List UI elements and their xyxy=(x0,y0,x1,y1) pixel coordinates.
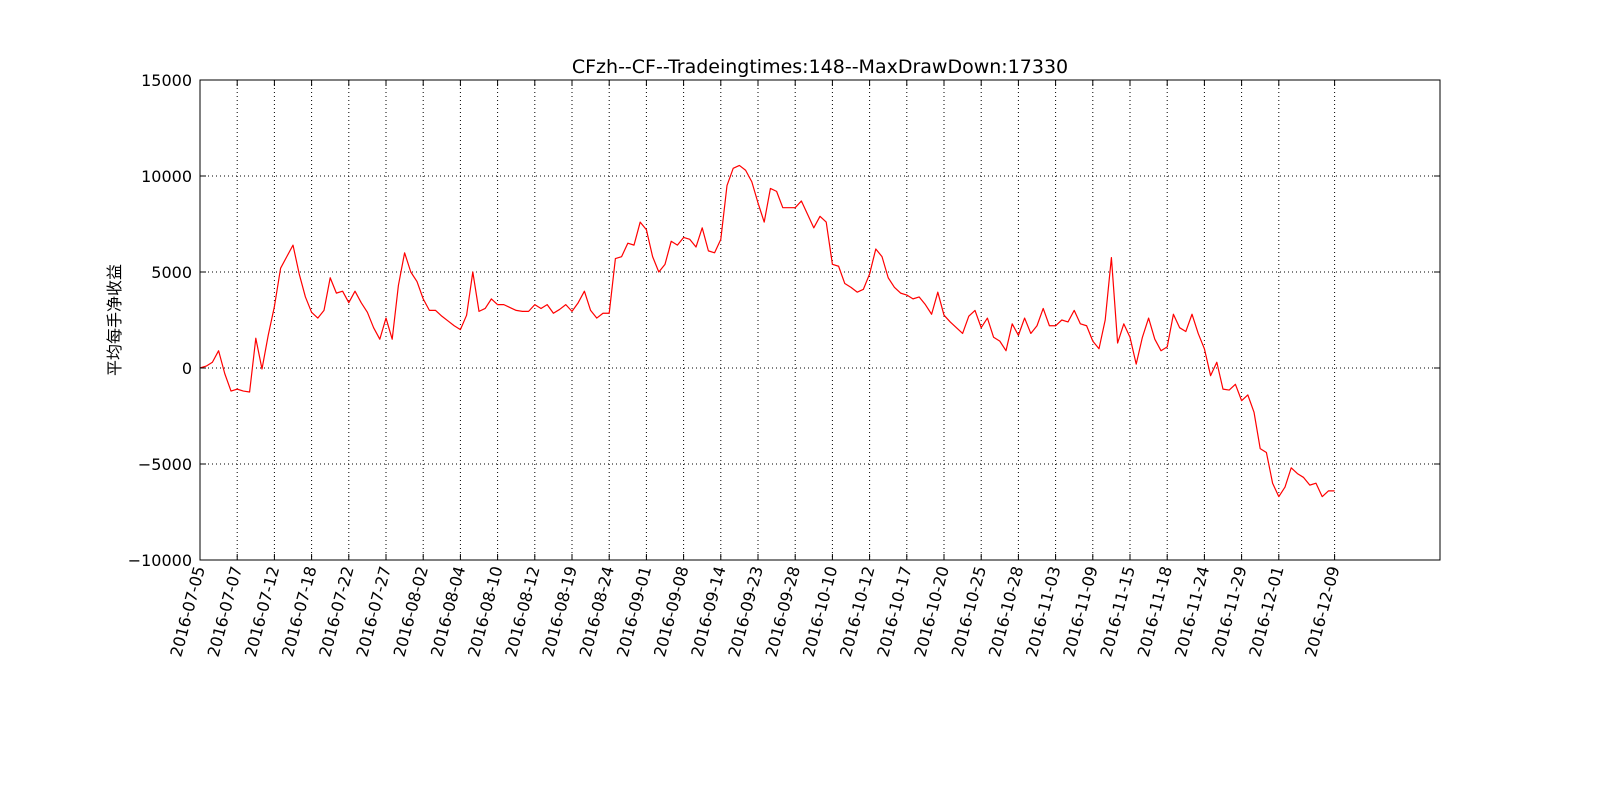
x-tick-label: 2016-11-15 xyxy=(1096,564,1138,659)
x-tick-label: 2016-07-07 xyxy=(204,564,246,659)
series-layer xyxy=(199,164,1335,498)
grid-lines xyxy=(200,80,1440,560)
x-tick-label: 2016-11-24 xyxy=(1171,564,1213,659)
x-tick-label: 2016-09-28 xyxy=(762,564,804,659)
y-axis-label: 平均每手净收益 xyxy=(105,264,124,376)
x-tick-label: 2016-09-08 xyxy=(650,564,692,659)
y-tick-label: 0 xyxy=(182,359,192,378)
chart-title: CFzh--CF--Tradeingtimes:148--MaxDrawDown… xyxy=(572,56,1068,78)
y-axis-ticks: −10000 −5000 0 5000 10000 15000 xyxy=(128,71,1440,570)
x-tick-label: 2016-07-12 xyxy=(241,564,283,659)
x-tick-label: 2016-10-12 xyxy=(836,564,878,659)
x-tick-label: 2016-09-01 xyxy=(613,564,655,659)
x-tick-label: 2016-11-18 xyxy=(1134,564,1176,659)
x-tick-label: 2016-08-02 xyxy=(390,564,432,659)
x-tick-label: 2016-07-22 xyxy=(315,564,357,659)
x-tick-label: 2016-10-10 xyxy=(799,564,841,659)
x-tick-label: 2016-08-12 xyxy=(501,564,543,659)
x-tick-label: 2016-08-10 xyxy=(464,564,506,659)
series-line xyxy=(199,164,1335,498)
x-tick-label: 2016-07-18 xyxy=(278,564,320,659)
y-tick-label: −10000 xyxy=(128,551,192,570)
x-axis-ticks: 2016-07-052016-07-072016-07-122016-07-18… xyxy=(166,80,1343,659)
y-tick-label: 15000 xyxy=(141,71,192,90)
plot-frame xyxy=(199,79,1441,561)
y-tick-label: 5000 xyxy=(151,263,192,282)
x-tick-label: 2016-10-17 xyxy=(873,564,915,659)
x-tick-label: 2016-07-05 xyxy=(166,564,208,659)
x-tick-label: 2016-08-19 xyxy=(538,564,580,659)
x-tick-label: 2016-11-29 xyxy=(1208,564,1250,659)
x-tick-label: 2016-08-24 xyxy=(576,564,618,659)
y-tick-label: −5000 xyxy=(138,455,192,474)
y-tick-label: 10000 xyxy=(141,167,192,186)
x-tick-label: 2016-10-25 xyxy=(948,564,990,659)
x-tick-label: 2016-12-09 xyxy=(1301,564,1343,659)
x-tick-label: 2016-10-28 xyxy=(985,564,1027,659)
x-tick-label: 2016-12-01 xyxy=(1245,564,1287,659)
x-tick-label: 2016-11-09 xyxy=(1059,564,1101,659)
x-tick-label: 2016-09-14 xyxy=(687,564,729,659)
x-tick-label: 2016-08-04 xyxy=(427,564,469,659)
x-tick-label: 2016-09-23 xyxy=(724,564,766,659)
x-tick-label: 2016-11-03 xyxy=(1022,564,1064,659)
x-tick-label: 2016-07-27 xyxy=(352,564,394,659)
x-tick-label: 2016-10-20 xyxy=(910,564,952,659)
